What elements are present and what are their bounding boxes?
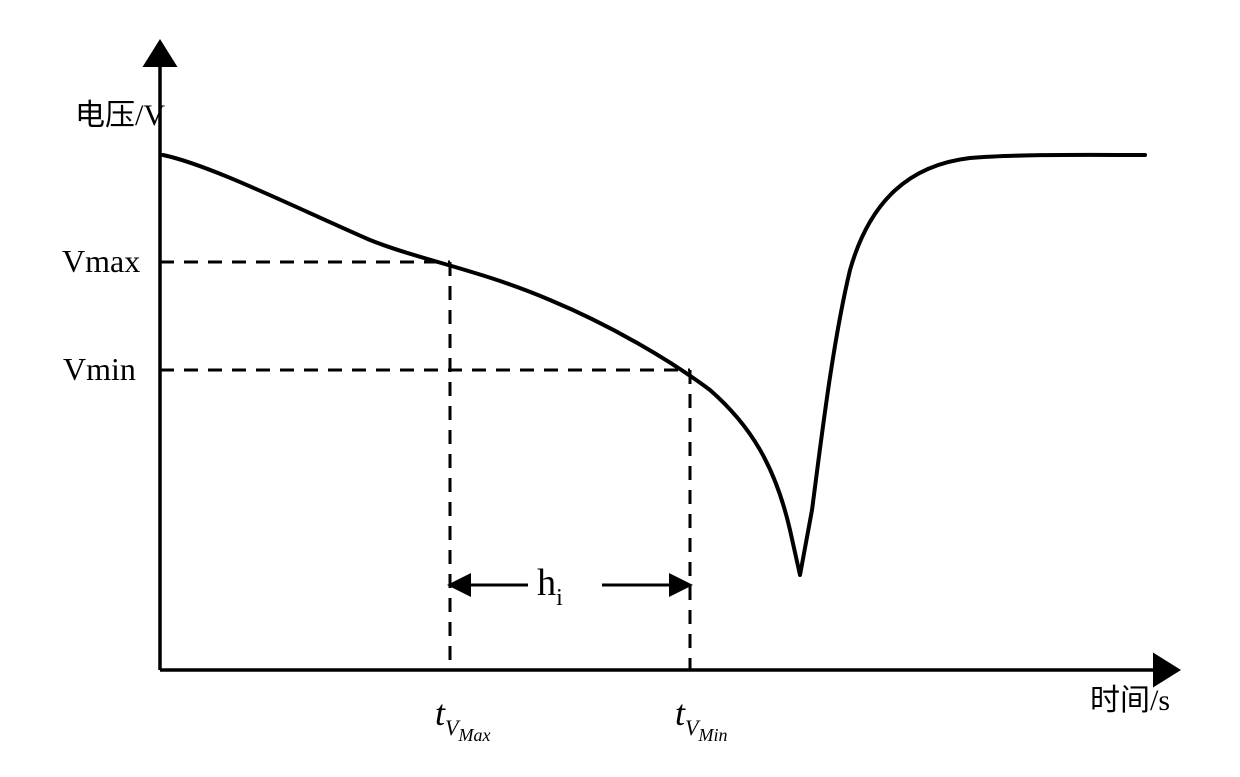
voltage-time-diagram: 电压/V 时间/s Vmax Vmin tVMax tVMin hi [50,30,1190,750]
x-tick-label: tVMin [675,693,727,745]
annotation-label: hi [537,562,563,611]
x-axis-label: 时间/s [1090,684,1170,717]
diagram-svg: 电压/V 时间/s Vmax Vmin tVMax tVMin hi [50,30,1190,750]
x-tick-label: tVMax [435,693,490,745]
y-tick-label: Vmin [63,351,136,387]
y-tick-label: Vmax [62,243,140,279]
voltage-curve [163,155,1145,575]
y-axis-label: 电压/V [75,99,165,132]
